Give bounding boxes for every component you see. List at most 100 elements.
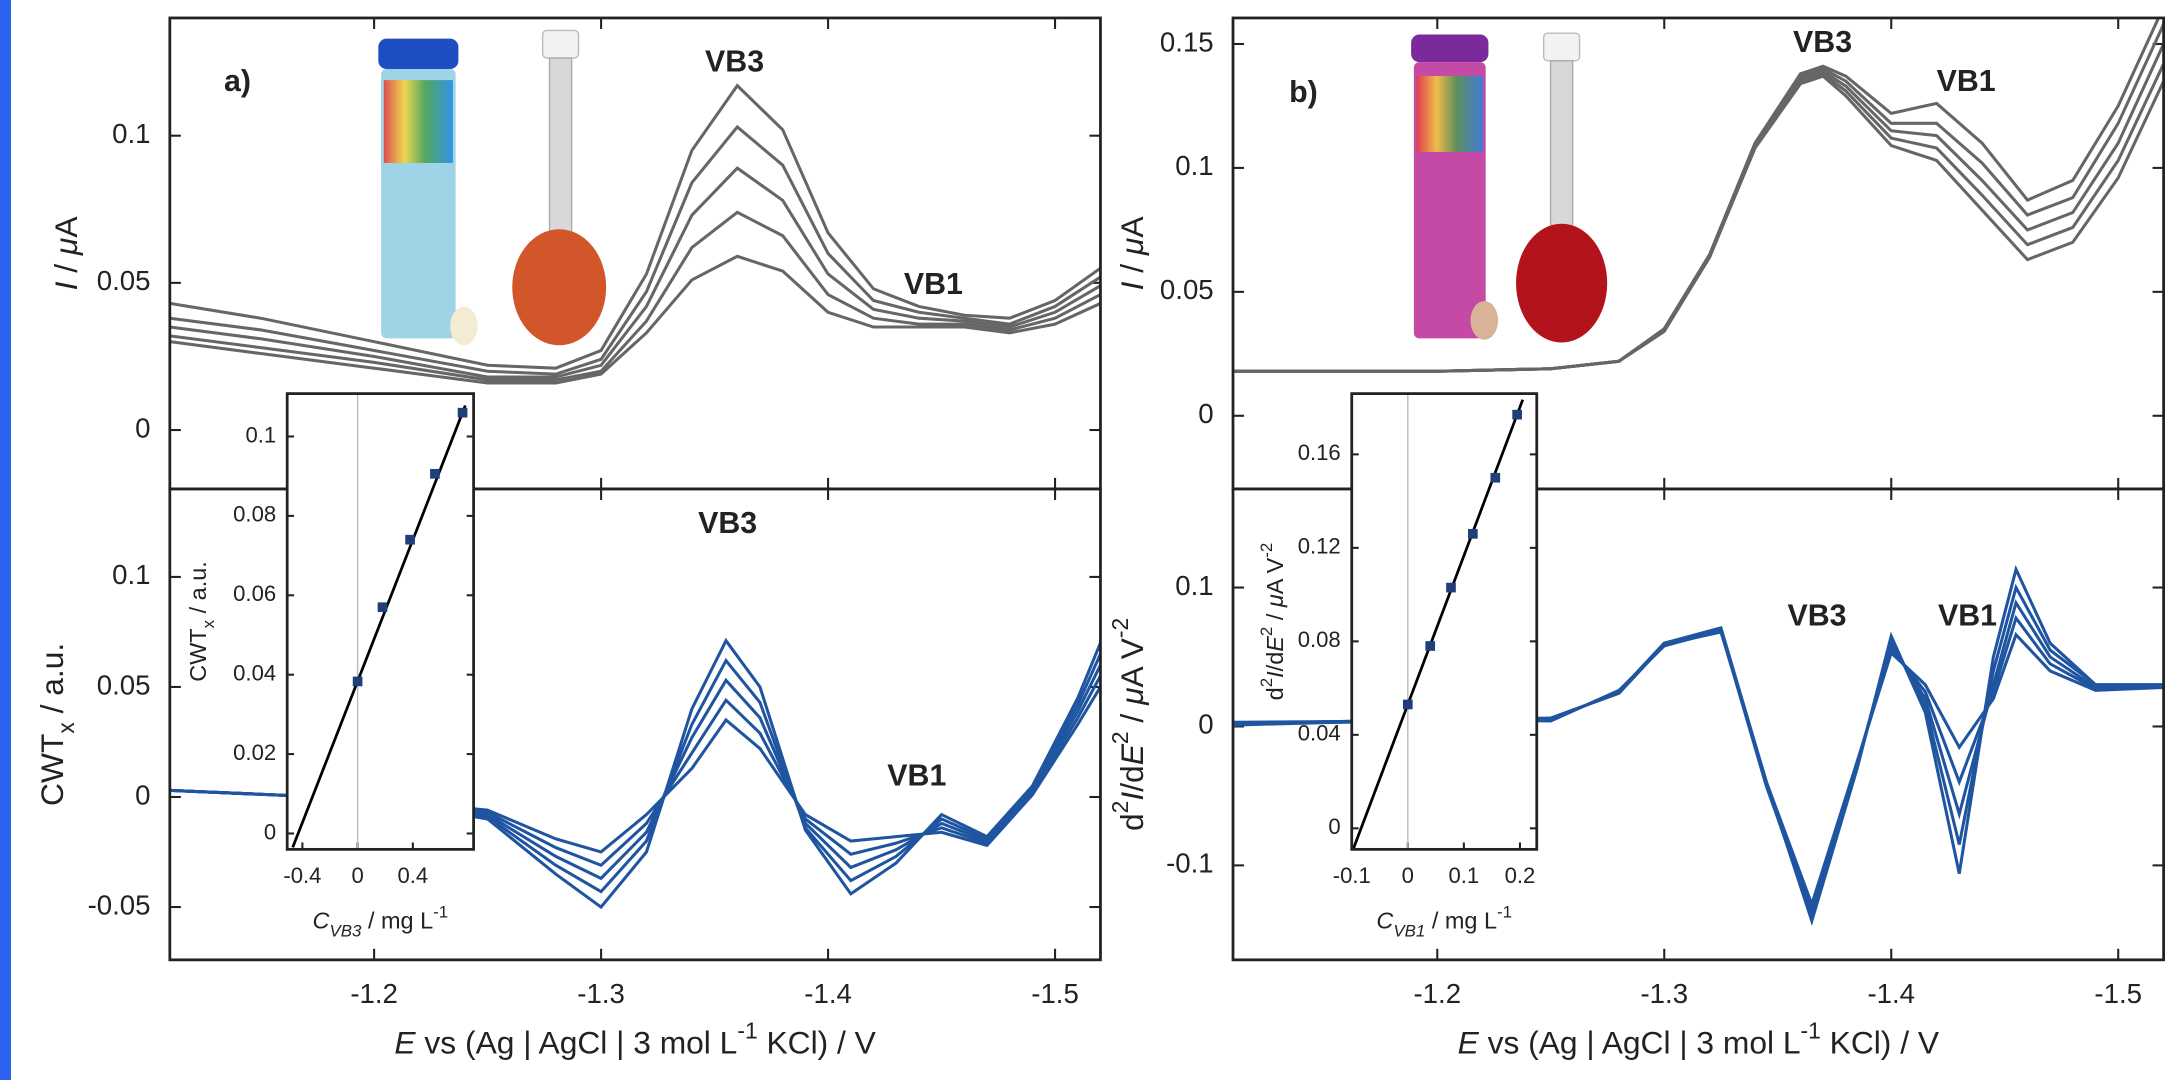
annotation: VB1 xyxy=(1937,65,1996,98)
annotation: VB3 xyxy=(1788,599,1847,632)
label-part: E xyxy=(1114,743,1150,765)
curve xyxy=(1233,630,2164,909)
x-axis-label: E vs (Ag | AgCl | 3 mol L-1 KCl) / V xyxy=(1458,1018,1940,1061)
y-tick-label: 0.1 xyxy=(1175,150,1213,181)
label-part: / xyxy=(48,255,84,281)
label-part: / mg L xyxy=(1425,908,1497,934)
label-part: /d xyxy=(1114,765,1150,791)
x-axis-label: E vs (Ag | AgCl | 3 mol L-1 KCl) / V xyxy=(394,1018,876,1061)
label-part: VB3 xyxy=(330,922,363,941)
x-tick-label: 0.4 xyxy=(397,863,428,888)
label-part: μ xyxy=(1262,594,1288,608)
y-tick-label: 0.08 xyxy=(233,502,276,527)
x-tick-label: -0.1 xyxy=(1333,863,1371,888)
y-axis-label: d2I/dE2 / μA V-2 xyxy=(1257,543,1288,701)
label-part: -1 xyxy=(1497,903,1512,922)
point xyxy=(1446,582,1456,593)
label-part: d xyxy=(1262,687,1288,700)
photo-b xyxy=(1411,32,1608,343)
label-part: -2 xyxy=(1257,543,1276,558)
x-tick-label: -0.4 xyxy=(283,863,321,888)
x-tick-label: -1.5 xyxy=(1031,978,1079,1009)
label-part: μ xyxy=(48,238,84,256)
curve xyxy=(169,83,1101,370)
label-part: / a.u. xyxy=(35,643,71,722)
frame xyxy=(285,392,475,851)
annotation: VB3 xyxy=(698,507,757,540)
curve xyxy=(169,254,1101,385)
point xyxy=(457,407,468,418)
y-axis-label: d2I/dE2 / μA V-2 xyxy=(1107,618,1150,831)
label-part: 2 xyxy=(1257,627,1276,636)
x-axis-label: CVB1 / mg L-1 xyxy=(1376,903,1512,941)
y-tick-label: 0.04 xyxy=(233,661,276,686)
label-part: VB1 xyxy=(1393,922,1425,941)
x-tick-label: 0.2 xyxy=(1505,863,1536,888)
plots: 00.050.1I / μAa)VB3VB1-0.0500.050.1-1.2-… xyxy=(35,16,2165,1061)
annotation: VB1 xyxy=(1938,599,1997,632)
label-part: C xyxy=(1376,908,1394,934)
frame xyxy=(1231,487,2165,962)
label-part: μ xyxy=(1114,688,1150,706)
y-tick-label: 0.15 xyxy=(1160,26,1214,57)
frame xyxy=(168,487,1102,962)
label-part: 2 xyxy=(1107,731,1133,744)
y-tick-label: 0.08 xyxy=(1298,627,1341,652)
annotation: VB1 xyxy=(887,760,946,793)
label-part: KCl) / V xyxy=(1821,1025,1940,1061)
label-part: 2 xyxy=(1257,678,1276,687)
point xyxy=(405,534,415,545)
frame xyxy=(1350,392,1539,851)
x-tick-label: 0.1 xyxy=(1449,863,1480,888)
x-tick-label: -1.4 xyxy=(804,978,852,1009)
label-part: A xyxy=(1114,216,1150,238)
point xyxy=(1512,409,1522,420)
x-tick-label: -1.4 xyxy=(1867,978,1915,1009)
label-part: / xyxy=(1114,705,1150,731)
label-part: E xyxy=(1262,636,1288,652)
curve xyxy=(169,686,1101,854)
y-tick-label: 0.05 xyxy=(97,669,151,700)
y-tick-label: 0.02 xyxy=(233,740,276,765)
curve xyxy=(169,210,1101,382)
y-tick-label: 0 xyxy=(1198,709,1213,740)
label-part: / xyxy=(1114,255,1150,281)
y-tick-label: 0.16 xyxy=(1298,440,1341,465)
annotation: VB3 xyxy=(705,46,764,79)
point xyxy=(1425,641,1436,651)
label-part: / xyxy=(1262,607,1288,627)
y-tick-label: -0.1 xyxy=(1166,848,1214,879)
x-tick-label: 0 xyxy=(351,863,363,888)
y-tick-label: -0.05 xyxy=(88,889,151,920)
y-tick-label: 0.06 xyxy=(233,581,276,606)
point xyxy=(1490,472,1501,483)
x-tick-label: -1.2 xyxy=(1413,978,1461,1009)
x-tick-label: 0 xyxy=(1402,863,1414,888)
y-axis-label: CWTx / a.u. xyxy=(35,643,80,806)
point xyxy=(430,468,440,479)
label-part: C xyxy=(313,908,331,934)
x-tick-label: -1.3 xyxy=(577,978,625,1009)
annotation: VB3 xyxy=(1793,26,1852,59)
annotation: VB1 xyxy=(904,268,963,301)
label-part: / a.u. xyxy=(185,561,211,620)
label-part: I xyxy=(1114,281,1150,290)
label-part: d xyxy=(1114,813,1150,831)
label-part: -1 xyxy=(737,1018,757,1044)
label-part: -1 xyxy=(433,903,448,922)
label-part: CWT xyxy=(185,628,211,681)
photo-a xyxy=(378,29,607,346)
y-tick-label: 0 xyxy=(1328,814,1340,839)
y-tick-label: 0.05 xyxy=(97,265,151,296)
y-axis-label: CWTx / a.u. xyxy=(185,561,218,682)
label-part: A xyxy=(48,216,84,238)
point xyxy=(1468,529,1478,539)
label-part: I xyxy=(1262,671,1288,678)
y-tick-label: 0.12 xyxy=(1298,534,1341,559)
y-tick-label: 0.1 xyxy=(245,422,276,447)
